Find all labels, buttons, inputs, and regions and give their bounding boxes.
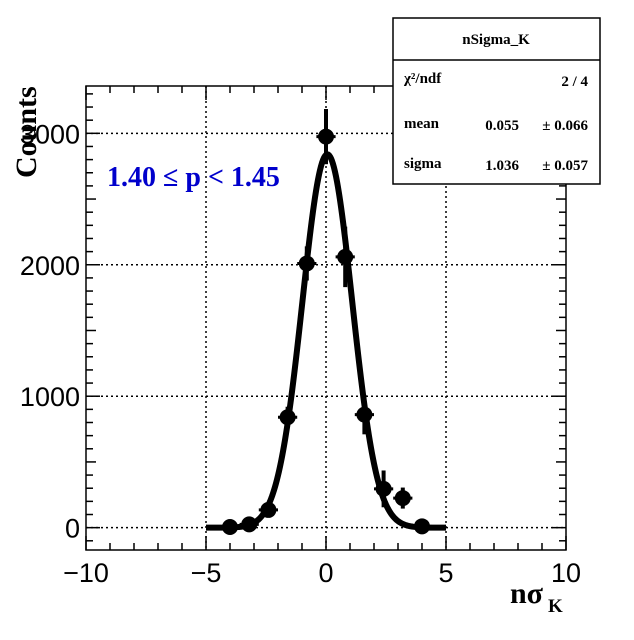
stats-label-sigma: sigma (404, 156, 442, 172)
annotation-momentum-range: 1.40 ≤ p < 1.45 (107, 162, 280, 193)
data-point (278, 406, 298, 428)
y-tick-label: 2000 (20, 251, 80, 281)
point-marker (375, 480, 392, 497)
stats-label-chi2: χ²/ndf (403, 71, 442, 87)
data-point (354, 394, 374, 435)
y-tick-labels: 0 1000 2000 3000 (20, 119, 80, 543)
point-marker (298, 255, 315, 272)
stats-error-mean: ± 0.066 (542, 118, 588, 134)
x-axis-title-subscript: K (548, 596, 563, 617)
x-tick-labels: −10 −5 0 5 10 (63, 558, 581, 588)
data-point (316, 109, 336, 165)
y-axis-title: Counts (10, 86, 43, 178)
x-axis-title: nσ (510, 577, 544, 610)
point-marker (318, 128, 334, 145)
data-point (393, 487, 413, 509)
data-point (412, 518, 432, 535)
stats-value-mean: 0.055 (485, 118, 519, 134)
data-point (335, 226, 355, 288)
x-tick-label: −5 (191, 558, 222, 588)
data-point (239, 516, 259, 533)
stats-value-sigma: 1.036 (485, 158, 519, 174)
stats-label-mean: mean (404, 116, 440, 132)
y-tick-label: 3000 (20, 119, 80, 149)
point-marker (260, 501, 277, 518)
stats-title: nSigma_K (462, 32, 530, 48)
stats-value-chi2: 2 / 4 (561, 74, 588, 90)
data-point (297, 246, 317, 281)
point-marker (222, 518, 238, 535)
x-tick-label: 5 (438, 558, 453, 588)
x-tick-label: 10 (551, 558, 581, 588)
point-marker (279, 409, 296, 426)
stats-error-sigma: ± 0.057 (542, 158, 588, 174)
point-marker (337, 248, 354, 265)
point-marker (241, 516, 258, 533)
x-tick-label: −10 (63, 558, 109, 588)
data-point (220, 518, 240, 535)
y-tick-label: 0 (65, 514, 80, 544)
stats-box: nSigma_K χ²/ndf 2 / 4 mean 0.055 ± 0.066… (392, 17, 601, 185)
point-marker (394, 490, 411, 507)
data-points (220, 109, 432, 535)
data-point (374, 470, 394, 508)
y-tick-label: 1000 (20, 382, 80, 412)
data-point (258, 501, 278, 518)
x-tick-label: 0 (318, 558, 333, 588)
point-marker (414, 518, 430, 535)
point-marker (356, 406, 373, 423)
